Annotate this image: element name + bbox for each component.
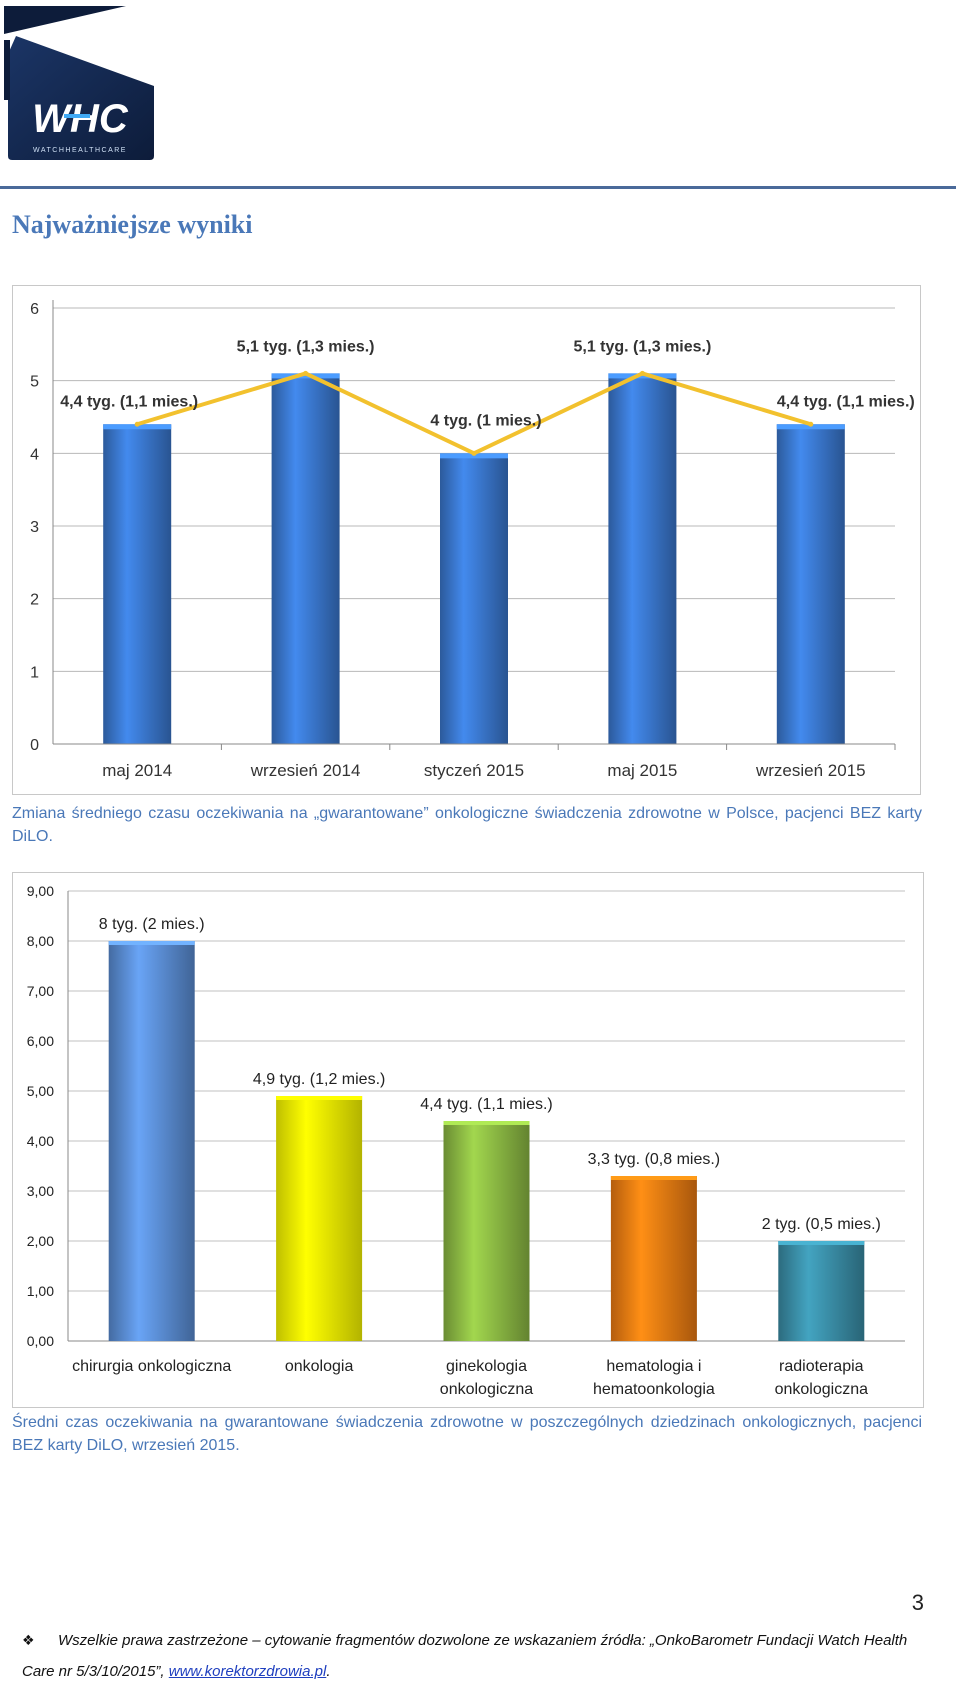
chart2-y-tick: 0,00: [27, 1333, 54, 1349]
chart2-bar-top: [443, 1121, 530, 1125]
footer-link[interactable]: www.korektorzdrowia.pl: [168, 1663, 327, 1680]
chart2-x-tick: onkologiczna: [775, 1381, 869, 1398]
chart2-y-tick: 8,00: [27, 933, 54, 949]
chart2-x-tick: onkologiczna: [440, 1381, 534, 1398]
chart1-y-tick: 6: [30, 301, 39, 318]
chart1-x-tick: wrzesień 2015: [755, 761, 866, 780]
chart1-line-point: [471, 450, 477, 456]
header-divider: [0, 186, 956, 189]
chart2-bar-top: [778, 1241, 865, 1245]
chart1-y-tick: 1: [30, 664, 39, 681]
chart1-bar: [103, 424, 172, 744]
chart2-bar-top: [610, 1176, 697, 1180]
chart1-x-tick: maj 2015: [607, 761, 677, 780]
chart2-bar: [108, 941, 195, 1341]
chart1-line-point: [303, 370, 309, 376]
chart1-caption: Zmiana średniego czasu oczekiwania na „g…: [12, 805, 922, 845]
chart2-data-label: 3,3 tyg. (0,8 mies.): [588, 1151, 721, 1168]
chart2-y-tick: 5,00: [27, 1083, 54, 1099]
footer-copyright: ❖ Wszelkie prawa zastrzeżone – cytowanie …: [22, 1625, 927, 1687]
chart2-data-label: 2 tyg. (0,5 mies.): [762, 1216, 881, 1233]
chart1-y-tick: 2: [30, 592, 39, 609]
chart2-y-tick: 4,00: [27, 1133, 54, 1149]
chart2-x-tick: ginekologia: [446, 1358, 527, 1375]
chart1-line-point: [134, 421, 140, 427]
chart2-bar: [276, 1096, 363, 1341]
chart1-x-tick: maj 2014: [102, 761, 172, 780]
chart1-y-tick: 0: [30, 737, 39, 754]
chart1-y-tick: 5: [30, 374, 39, 391]
chart2-y-tick: 1,00: [27, 1283, 54, 1299]
diamond-bullet-icon: ❖: [22, 1632, 35, 1648]
chart2-bar: [610, 1176, 697, 1341]
chart1-line-point: [808, 421, 814, 427]
wait-time-trend-chart: 0 1 2 3 4 5 6 maj 2014 wrzesień 2014 styczeń 2015…: [12, 285, 921, 795]
chart1-x-tick: wrzesień 2014: [250, 761, 361, 780]
wait-time-by-field-chart: 0,00 1,00 2,00 3,00 4,00 5,00 6,00 7,00 8,00 9,00…: [12, 872, 924, 1408]
chart2-bar: [443, 1121, 530, 1341]
chart2-x-tick: hematoonkologia: [593, 1381, 715, 1398]
chart1-data-label: 4,4 tyg. (1,1 mies.): [60, 393, 198, 410]
chart2-y-tick: 3,00: [27, 1183, 54, 1199]
chart2-x-tick: radioterapia: [779, 1358, 864, 1375]
chart2-caption: Średni czas oczekiwania na gwarantowane …: [12, 1414, 922, 1454]
chart2-data-label: 4,4 tyg. (1,1 mies.): [420, 1096, 553, 1113]
chart1-bar: [608, 373, 677, 744]
chart2-x-tick: chirurgia onkologiczna: [72, 1358, 231, 1375]
chart2-y-tick: 9,00: [27, 883, 54, 899]
page-number: 3: [911, 1590, 924, 1615]
chart1-y-tick: 3: [30, 519, 39, 536]
chart2-y-tick: 6,00: [27, 1033, 54, 1049]
footer-text: Wszelkie prawa zastrzeżone – cytowanie f…: [22, 1632, 908, 1680]
chart1-line-point: [639, 370, 645, 376]
chart1-bar: [271, 373, 340, 744]
chart1-data-label: 4,4 tyg. (1,1 mies.): [777, 393, 915, 410]
chart1-bar: [776, 424, 845, 744]
chart2-data-label: 8 tyg. (2 mies.): [99, 916, 205, 933]
chart2-bar-top: [276, 1096, 363, 1100]
chart1-y-tick: 4: [30, 446, 39, 463]
chart1-x-tick: styczeń 2015: [424, 761, 524, 780]
chart2-data-label: 4,9 tyg. (1,2 mies.): [253, 1071, 386, 1088]
chart2-y-tick: 7,00: [27, 983, 54, 999]
footer-end: .: [326, 1663, 331, 1680]
chart2-bar-top: [108, 941, 195, 945]
whc-logo: WHC WATCHHEALTHCARE: [4, 6, 156, 160]
chart1-data-label: 4 tyg. (1 mies.): [430, 412, 541, 429]
chart1-bar: [440, 453, 508, 744]
chart2-bar: [778, 1241, 865, 1341]
chart1-data-label: 5,1 tyg. (1,3 mies.): [573, 338, 711, 355]
chart1-data-label: 5,1 tyg. (1,3 mies.): [237, 338, 375, 355]
chart2-x-tick: hematologia i: [606, 1358, 701, 1375]
logo-tagline: WATCHHEALTHCARE: [33, 147, 127, 154]
section-heading: Najważniejsze wyniki: [12, 210, 253, 239]
chart2-x-tick: onkologia: [285, 1358, 354, 1375]
chart2-y-tick: 2,00: [27, 1233, 54, 1249]
logo-letters: WHC: [32, 97, 129, 141]
